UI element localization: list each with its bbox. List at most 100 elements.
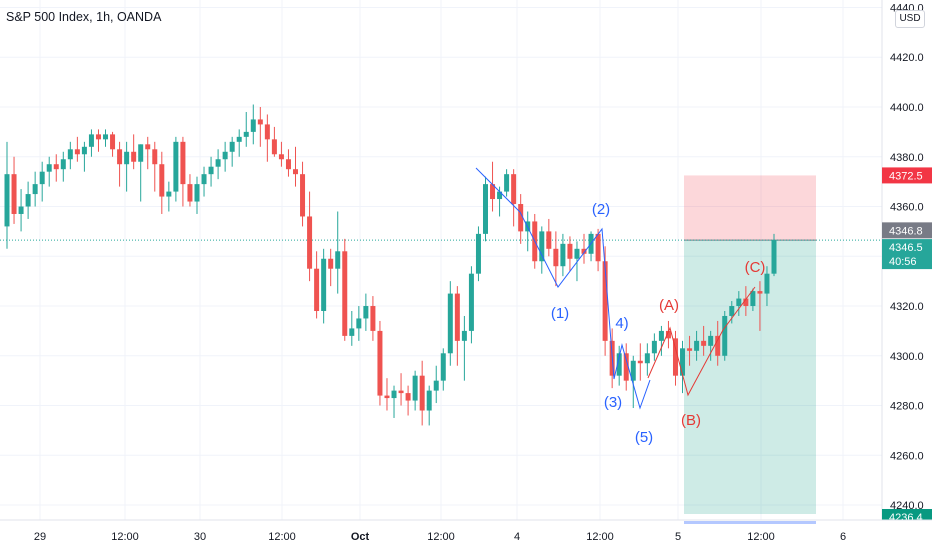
candle-up (124, 151, 130, 165)
candle-up (391, 390, 397, 399)
candle-down (180, 141, 186, 185)
price-tick-label: 4360.0 (890, 202, 924, 214)
candle-down (757, 291, 763, 294)
time-tick-label: Oct (351, 531, 370, 543)
candle-up (236, 136, 242, 142)
candle-down (581, 248, 587, 254)
candle-up (497, 191, 503, 200)
time-tick-label: 12:00 (747, 531, 775, 543)
time-tick-label: 12:00 (427, 531, 455, 543)
candle-down (74, 149, 80, 155)
candle-down (567, 243, 573, 259)
candle-down (285, 159, 291, 170)
candle-down (518, 204, 524, 232)
candle-up (764, 273, 770, 294)
candle-up (426, 390, 432, 411)
candle-down (546, 231, 552, 249)
candle-down (300, 174, 306, 217)
candle-up (680, 348, 686, 376)
time-tick-label: 29 (34, 531, 46, 543)
candle-down (314, 268, 320, 311)
candle-up (504, 174, 510, 192)
candle-down (384, 395, 390, 399)
candle-down (687, 348, 693, 351)
candle-up (138, 144, 144, 162)
candle-down (145, 144, 151, 150)
candle-down (672, 338, 678, 376)
candle-up (729, 306, 735, 316)
candle-down (715, 335, 721, 356)
candle-up (475, 233, 481, 274)
wave-label-blue: (1) (551, 305, 569, 322)
candle-up (482, 184, 488, 234)
candle-up (736, 298, 742, 307)
candle-up (88, 134, 94, 147)
candle-up (440, 353, 446, 381)
candle-up (215, 159, 221, 167)
candle-up (208, 166, 214, 175)
current-price-text: 4346.5 (889, 242, 923, 254)
price-tick-label: 4380.0 (890, 152, 924, 164)
candle-down (95, 134, 101, 140)
last-price-badge (882, 222, 932, 239)
candle-up (560, 243, 566, 267)
candle-down (419, 375, 425, 411)
candle-up (644, 353, 650, 364)
wave-label-red: (C) (745, 259, 766, 276)
candle-up (771, 240, 777, 274)
candle-down (701, 340, 707, 346)
wave-label-blue: (3) (604, 394, 622, 411)
wave-label-blue: 4) (615, 315, 628, 332)
candle-up (173, 141, 179, 192)
take-profit-zone (684, 240, 816, 515)
candle-down (665, 330, 671, 339)
wave-label-blue: (2) (592, 201, 610, 218)
candle-up (18, 206, 24, 214)
time-tick-label: 12:00 (111, 531, 139, 543)
time-axis (0, 520, 932, 550)
candle-down (159, 164, 165, 197)
currency-label[interactable]: USD (895, 10, 925, 28)
candle-up (539, 231, 545, 262)
candle-up (658, 330, 664, 341)
candle-up (447, 293, 453, 354)
candle-up (433, 380, 439, 391)
candle-down (53, 164, 59, 170)
candle-up (166, 191, 172, 197)
time-tick-label: 12:00 (268, 531, 296, 543)
time-tick-label: 5 (675, 531, 681, 543)
candle-up (25, 194, 31, 207)
price-tick-label: 4420.0 (890, 52, 924, 64)
candle-up (335, 251, 341, 269)
wave-line-blue (475, 167, 651, 410)
candle-down (553, 248, 559, 267)
candle-down (11, 174, 17, 214)
candle-up (349, 328, 355, 336)
target-price-badge (882, 509, 932, 522)
candle-up (229, 141, 235, 152)
candle-up (468, 273, 474, 331)
time-tick-label: 30 (194, 531, 206, 543)
candle-down (595, 233, 601, 262)
wave-label-red: (B) (681, 412, 701, 429)
last-price-badge-text: 4346.8 (889, 225, 923, 237)
candle-up (103, 134, 109, 140)
candle-down (398, 390, 404, 394)
price-tick-label: 4280.0 (890, 401, 924, 413)
candle-up (46, 164, 52, 172)
current-price-badge (882, 239, 932, 270)
candle-down (131, 151, 137, 162)
candle-up (39, 171, 45, 185)
chart-title: S&P 500 Index, 1h, OANDA (6, 10, 162, 24)
candle-up (4, 174, 10, 227)
countdown-text: 40:56 (889, 256, 917, 268)
wave-label-red: (A) (659, 297, 679, 314)
candle-up (616, 353, 622, 376)
candle-down (110, 134, 116, 150)
price-axis (882, 0, 932, 550)
candle-down (328, 258, 334, 269)
time-tick-label: 12:00 (586, 531, 614, 543)
time-tick-label: 6 (840, 531, 846, 543)
time-tick-label: 4 (514, 531, 520, 543)
